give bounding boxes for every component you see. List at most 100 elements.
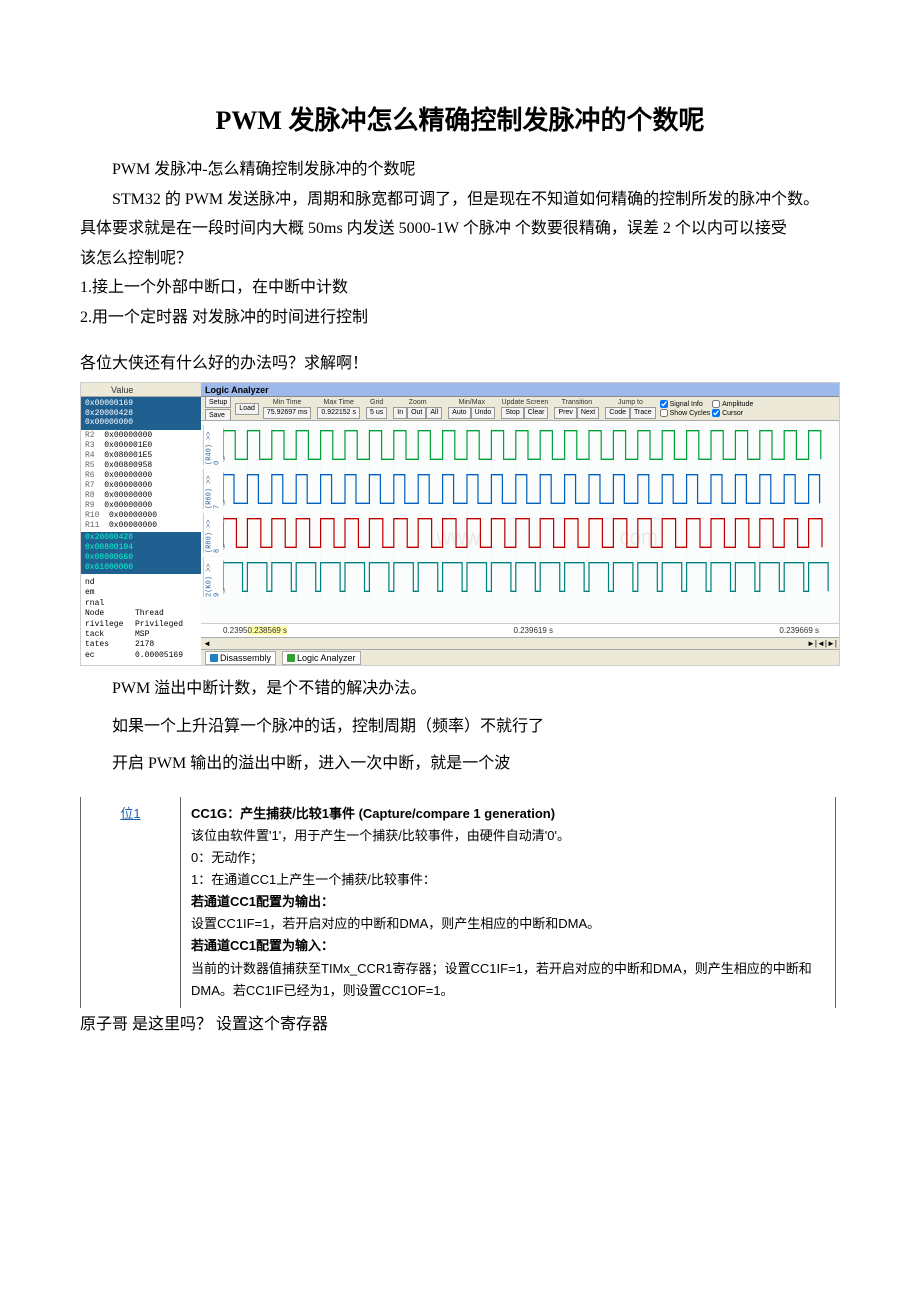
amplitude-checkbox[interactable]: Amplitude: [712, 400, 753, 408]
stat-row: NodeThread: [85, 609, 197, 619]
la-timeline: 0.23950.238569 s 0.239619 s 0.239669 s: [201, 623, 839, 637]
register-value: 0x61000000: [85, 563, 197, 573]
paragraph: 开启 PWM 输出的溢出中断，进入一次中断，就是一个波: [80, 751, 840, 777]
la-left-panel: Value 0x000001690x200004280x00000000 R2 …: [81, 383, 201, 665]
register-value: R10 0x00000000: [85, 511, 197, 521]
stat-row: tates2178: [85, 640, 197, 650]
paragraph: PWM 溢出中断计数，是个不错的解决办法。: [80, 676, 840, 702]
undo-button[interactable]: Undo: [471, 407, 496, 419]
desc-cell: CC1G：产生捕获/比较1事件 (Capture/compare 1 gener…: [181, 797, 836, 1008]
register-value: R5 0x00800958: [85, 461, 197, 471]
signal-checkbox[interactable]: Signal Info: [660, 400, 710, 408]
disassembly-icon: [210, 654, 218, 662]
code-button[interactable]: Code: [605, 407, 630, 419]
waveform-row: (R80) >> 8wwwcom10: [203, 513, 833, 553]
svg-text:0: 0: [223, 542, 225, 552]
register-value: R2 0x00000000: [85, 431, 197, 441]
register-value: 0x00000000: [85, 418, 197, 428]
reg-l3: 0：无动作；: [191, 850, 263, 865]
waveform-row: (R60) >> 710: [203, 469, 833, 509]
waveform-label: (R40) >> 0: [203, 425, 223, 465]
svg-text:1: 1: [223, 559, 225, 569]
timeline-mid: 0.239619 s: [513, 626, 553, 635]
reg-l6: 设置CC1IF=1，若开启对应的中断和DMA，则产生相应的中断和DMA。: [191, 916, 600, 931]
showcycles-checkbox[interactable]: Show Cycles: [660, 409, 710, 417]
reg-l7: 若通道CC1配置为输入：: [191, 938, 334, 953]
paragraph: 1.接上一个外部中断口，在中断中计数: [80, 275, 840, 301]
la-tabs: Disassembly Logic Analyzer: [201, 649, 839, 665]
waveform-row: 2(K0) >> 910: [203, 557, 833, 597]
logic-analyzer-icon: [287, 654, 295, 662]
reg-l4: 1：在通道CC1上产生一个捕获/比较事件：: [191, 872, 436, 887]
trace-button[interactable]: Trace: [630, 407, 656, 419]
zoom-in-button[interactable]: In: [393, 407, 407, 419]
waveform-label: (R80) >> 8: [203, 513, 223, 553]
la-toolbar: Setup Save Load Min Time 75.92697 ms Max…: [201, 397, 839, 421]
svg-text:0: 0: [223, 454, 225, 464]
clear-button[interactable]: Clear: [524, 407, 549, 419]
stat-row: em: [85, 588, 197, 598]
register-value: R6 0x00000000: [85, 471, 197, 481]
svg-text:com: com: [620, 524, 658, 550]
waveform-canvas: 10: [223, 425, 833, 465]
register-value: 0x00000169: [85, 399, 197, 409]
stop-button[interactable]: Stop: [501, 407, 523, 419]
paragraph: PWM 发脉冲-怎么精确控制发脉冲的个数呢: [80, 157, 840, 183]
svg-text:0: 0: [223, 586, 225, 596]
prev-button[interactable]: Prev: [554, 407, 576, 419]
svg-text:1: 1: [223, 471, 225, 481]
waveform-row: (R40) >> 010: [203, 425, 833, 465]
minmax-label: Min/Max: [448, 399, 495, 406]
register-table: 位1 CC1G：产生捕获/比较1事件 (Capture/compare 1 ge…: [80, 797, 836, 1008]
waveform-label: 2(K0) >> 9: [203, 557, 223, 597]
register-value: R11 0x00000000: [85, 521, 197, 531]
svg-text:0: 0: [223, 498, 225, 508]
svg-text:1: 1: [223, 427, 225, 437]
reg-l2: 该位由软件置'1'，用于产生一个捕获/比较事件，由硬件自动清'0'。: [191, 828, 570, 843]
stat-row: nd: [85, 578, 197, 588]
load-button[interactable]: Load: [235, 403, 259, 415]
reg-l8: 当前的计数器值捕获至TIMx_CCR1寄存器；设置CC1IF=1，若开启对应的中…: [191, 961, 812, 998]
waveform-canvas: wwwcom10: [223, 513, 833, 553]
transition-label: Transition: [554, 399, 599, 406]
register-value: 0x20000428: [85, 533, 197, 543]
scroll-right-icon[interactable]: ►|◄|►|: [807, 639, 837, 648]
update-label: Update Screen: [501, 399, 548, 406]
grid-value: 5 us: [366, 407, 387, 419]
reg-l1: CC1G：产生捕获/比较1事件 (Capture/compare 1 gener…: [191, 806, 555, 821]
auto-button[interactable]: Auto: [448, 407, 470, 419]
stat-row: rivilegePrivileged: [85, 620, 197, 630]
register-value: 0x20000428: [85, 409, 197, 419]
paragraph: 2.用一个定时器 对发脉冲的时间进行控制: [80, 305, 840, 331]
stat-row: rnal: [85, 599, 197, 609]
page-title: PWM 发脉冲怎么精确控制发脉冲的个数呢: [80, 100, 840, 137]
cursor-checkbox[interactable]: Cursor: [712, 409, 753, 417]
la-right-panel: Logic Analyzer Setup Save Load Min Time …: [201, 383, 839, 665]
tab-logic-analyzer[interactable]: Logic Analyzer: [282, 651, 361, 665]
waveform-label: (R60) >> 7: [203, 469, 223, 509]
zoom-all-button[interactable]: All: [426, 407, 442, 419]
timeline-end: 0.239669 s: [779, 626, 819, 635]
la-title: Logic Analyzer: [201, 383, 839, 397]
la-scrollbar[interactable]: ◄ ►|◄|►|: [201, 637, 839, 649]
bit-cell: 位1: [81, 797, 181, 1008]
tab-disassembly[interactable]: Disassembly: [205, 651, 276, 665]
waveform-canvas: 10: [223, 557, 833, 597]
mintime-value: 75.92697 ms: [263, 407, 311, 419]
setup-button[interactable]: Setup: [205, 397, 231, 408]
register-value: R3 0x000001E0: [85, 441, 197, 451]
maxtime-value: 0.922152 s: [317, 407, 360, 419]
register-value: 0x08000660: [85, 553, 197, 563]
mintime-label: Min Time: [263, 399, 311, 406]
register-value: R8 0x00000000: [85, 491, 197, 501]
zoom-out-button[interactable]: Out: [407, 407, 426, 419]
next-button[interactable]: Next: [577, 407, 599, 419]
paragraph: STM32 的 PWM 发送脉冲，周期和脉宽都可调了，但是现在不知道如何精确的控…: [80, 187, 840, 213]
paragraph: 原子哥 是这里吗？ 设置这个寄存器: [80, 1012, 840, 1038]
scroll-left-icon[interactable]: ◄: [203, 639, 211, 648]
save-button[interactable]: Save: [205, 409, 231, 421]
logic-analyzer-screenshot: Value 0x000001690x200004280x00000000 R2 …: [80, 382, 840, 666]
jumpto-label: Jump to: [605, 399, 655, 406]
waveform-canvas: 10: [223, 469, 833, 509]
svg-text:1: 1: [223, 515, 225, 525]
